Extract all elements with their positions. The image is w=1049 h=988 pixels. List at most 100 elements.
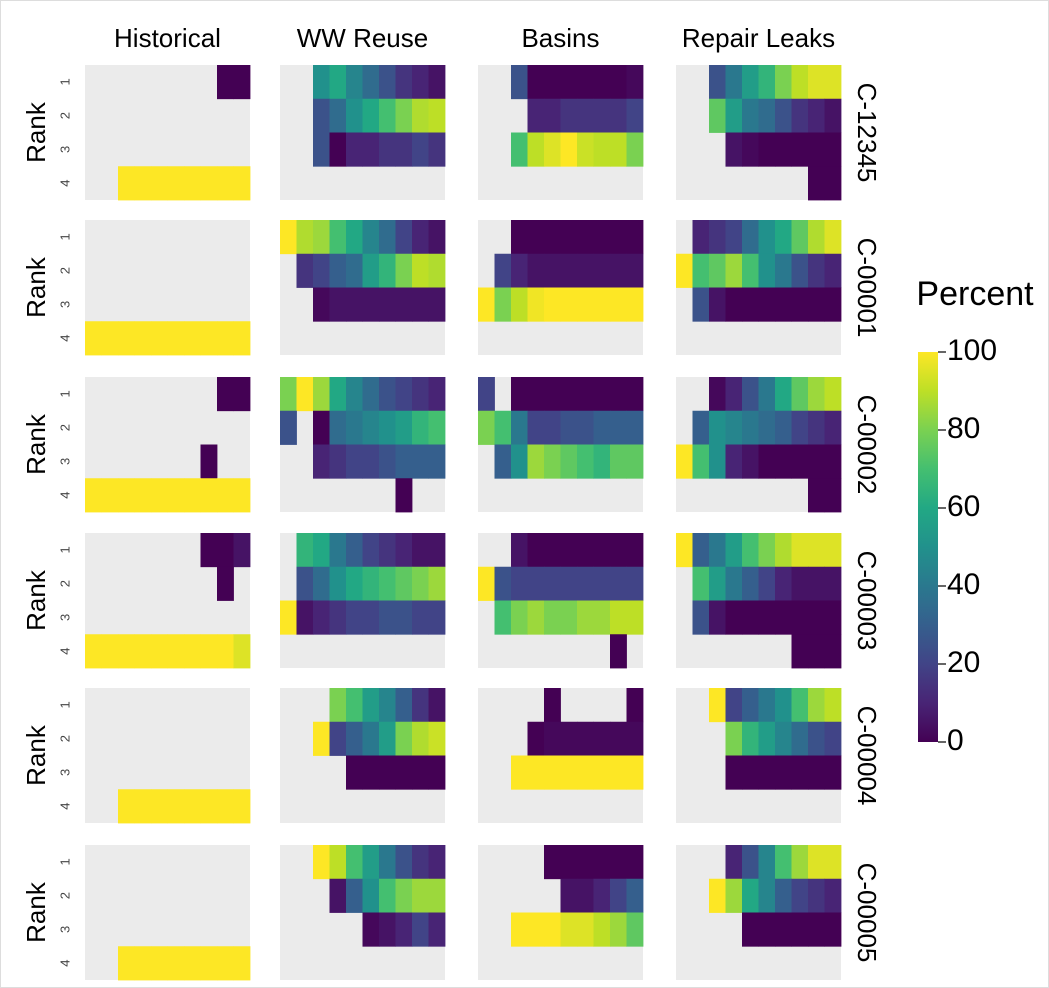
- heat-cell: [379, 65, 396, 100]
- heat-cell: [233, 321, 251, 356]
- heat-cell: [527, 566, 545, 601]
- heat-cell: [118, 321, 135, 356]
- heat-cell: [808, 444, 825, 479]
- heat-cell: [362, 65, 380, 100]
- heat-cell: [725, 410, 743, 445]
- heat-cell: [544, 132, 561, 167]
- heat-cell: [362, 444, 380, 479]
- heat-cell: [742, 845, 759, 880]
- heat-cell: [775, 566, 792, 601]
- heat-cell: [824, 220, 842, 255]
- y-tick-label: 3: [57, 614, 72, 621]
- heat-cell: [313, 566, 330, 601]
- heat-cell: [626, 377, 644, 412]
- heat-cell: [824, 688, 842, 723]
- heat-cell: [560, 755, 578, 790]
- heat-cell: [412, 533, 429, 568]
- heat-cell: [329, 533, 347, 568]
- y-tick-label: 4: [57, 803, 72, 810]
- column-header: Basins: [521, 23, 599, 53]
- heat-cell: [412, 566, 429, 601]
- heat-cell: [791, 845, 809, 880]
- heat-cell: [791, 688, 809, 723]
- heat-cell: [560, 220, 578, 255]
- heat-cell: [725, 444, 743, 479]
- heat-cell: [379, 912, 396, 947]
- heat-cell: [412, 132, 429, 167]
- heat-cell: [280, 377, 297, 412]
- heat-cell: [610, 721, 627, 756]
- heat-cell: [296, 377, 314, 412]
- y-tick-label: 2: [57, 267, 72, 274]
- heat-cell: [395, 912, 413, 947]
- heat-cell: [412, 253, 429, 288]
- heat-cell: [560, 878, 578, 913]
- heat-cell: [313, 721, 330, 756]
- heat-cell: [329, 688, 347, 723]
- heat-cell: [824, 166, 842, 201]
- heat-cell: [626, 253, 644, 288]
- heat-cell: [544, 253, 561, 288]
- heat-cell: [824, 444, 842, 479]
- heat-cell: [758, 253, 776, 288]
- heat-cell: [824, 377, 842, 412]
- heat-cell: [577, 410, 594, 445]
- heat-cell: [808, 478, 825, 513]
- heat-cell: [412, 220, 429, 255]
- heat-cell: [610, 410, 627, 445]
- heat-cell: [362, 845, 380, 880]
- heat-cell: [217, 634, 234, 669]
- heat-cell: [329, 600, 347, 635]
- heat-cell: [527, 132, 545, 167]
- heat-cell: [742, 688, 759, 723]
- heat-cell: [527, 600, 545, 635]
- facet-label: C-00002: [852, 395, 882, 495]
- heat-cell: [544, 755, 561, 790]
- heat-cell: [527, 287, 545, 322]
- heat-cell: [610, 98, 627, 133]
- heat-cell: [134, 166, 152, 201]
- heat-cell: [379, 220, 396, 255]
- heat-cell: [329, 566, 347, 601]
- heat-cell: [626, 444, 644, 479]
- heat-cell: [395, 410, 413, 445]
- heat-cell: [791, 377, 809, 412]
- heat-cell: [118, 634, 135, 669]
- heat-cell: [527, 444, 545, 479]
- heat-cell: [577, 878, 594, 913]
- heat-cell: [692, 287, 710, 322]
- y-axis-label: Rank: [21, 256, 51, 318]
- heat-cell: [758, 65, 776, 100]
- heat-cell: [577, 912, 594, 947]
- heat-cell: [775, 287, 792, 322]
- heat-cell: [527, 253, 545, 288]
- heat-cell: [544, 287, 561, 322]
- heat-cell: [428, 688, 446, 723]
- heat-cell: [217, 166, 234, 201]
- heat-cell: [217, 377, 234, 412]
- heat-cell: [742, 755, 759, 790]
- heat-cell: [560, 600, 578, 635]
- heat-cell: [709, 253, 726, 288]
- heat-cell: [362, 721, 380, 756]
- heat-cell: [593, 410, 611, 445]
- heat-cell: [577, 566, 594, 601]
- heat-cell: [362, 253, 380, 288]
- heat-cell: [200, 634, 218, 669]
- heat-cell: [775, 755, 792, 790]
- heat-cell: [346, 566, 363, 601]
- heat-cell: [527, 755, 545, 790]
- heat-cell: [167, 946, 185, 981]
- heat-cell: [593, 755, 611, 790]
- heat-cell: [626, 410, 644, 445]
- heat-cell: [742, 410, 759, 445]
- heat-cell: [808, 220, 825, 255]
- heat-cell: [626, 721, 644, 756]
- heat-cell: [379, 98, 396, 133]
- heat-cell: [775, 132, 792, 167]
- heat-cell: [329, 287, 347, 322]
- heat-cell: [758, 688, 776, 723]
- y-tick-label: 1: [57, 858, 72, 865]
- heat-cell: [692, 600, 710, 635]
- heat-cell: [329, 845, 347, 880]
